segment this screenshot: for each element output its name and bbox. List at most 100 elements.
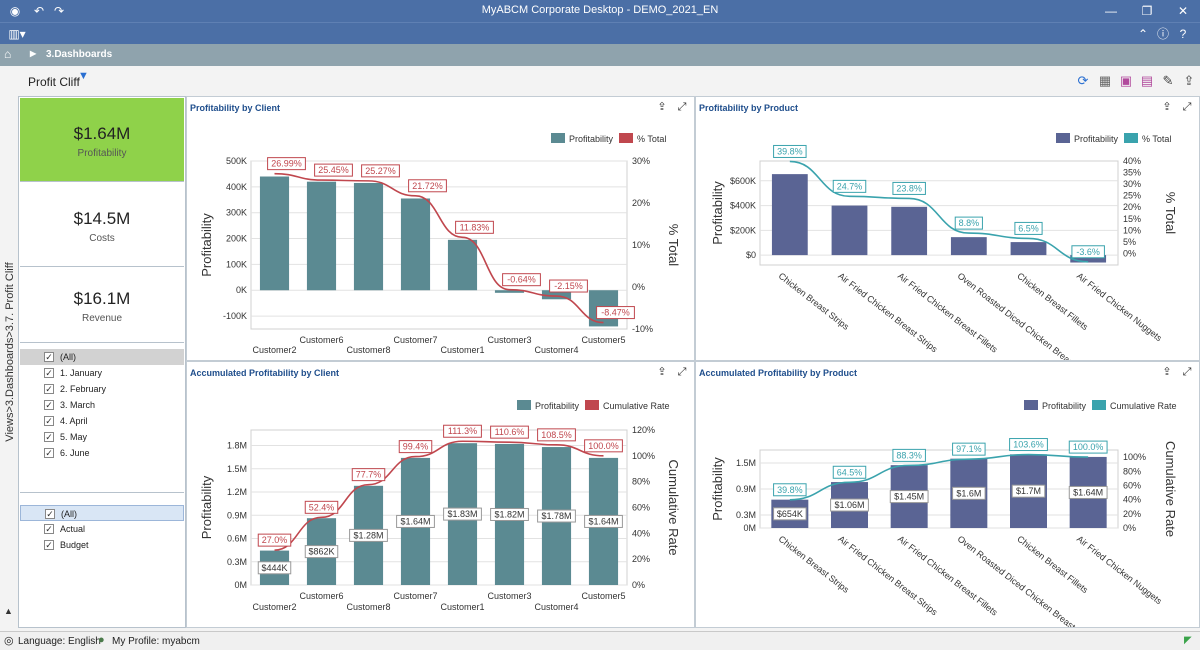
bar-data-label: $654K (777, 509, 803, 519)
minimize-icon[interactable]: — (1105, 4, 1117, 18)
line-label-box (832, 465, 867, 479)
line-data-label: 25.45% (318, 165, 349, 175)
export-icon[interactable]: ⇪ (1162, 366, 1172, 378)
bar-label-box (584, 514, 623, 528)
chart-panel-accum-client: Accumulated Profitability by Client ⇪ ⤢ … (186, 361, 695, 628)
undo-icon[interactable]: ↶ (33, 4, 45, 18)
expand-arrow-icon[interactable]: ▶ (30, 49, 37, 58)
home-icon[interactable]: ⌂ (4, 47, 12, 61)
y2-axis-title: Cumulative Rate (1163, 441, 1178, 537)
bar (950, 237, 987, 256)
bar-label-box (773, 507, 807, 521)
y-tick-label: 400K (226, 182, 247, 192)
language-label[interactable]: Language: English (18, 636, 101, 647)
y2-tick-label: 0% (632, 580, 645, 590)
y2-tick-label: 0% (1123, 248, 1136, 258)
y-tick-label: 0.3M (736, 510, 756, 520)
restore-icon[interactable]: ❐ (1141, 4, 1153, 18)
bar-data-label: $1.83M (447, 509, 477, 519)
filter-item[interactable]: ✓ 1. January (20, 365, 184, 381)
bar-label-box (830, 498, 869, 512)
y2-tick-label: 80% (1123, 466, 1141, 476)
bar-label-box (952, 486, 986, 500)
filter-item[interactable]: ✓ Budget (20, 537, 184, 553)
checkbox-icon[interactable]: ✓ (44, 432, 54, 442)
profile-label[interactable]: My Profile: myabcm (112, 636, 200, 647)
export-icon[interactable]: ⇪ (657, 101, 667, 113)
checkbox-icon[interactable]: ✓ (44, 448, 54, 458)
grid-icon[interactable]: ▦ (1098, 73, 1112, 88)
legend-entry: Profitability (569, 134, 614, 144)
line-label-box (1009, 438, 1048, 452)
bar-label-box (1068, 485, 1108, 499)
save-icon[interactable]: ▣ (1119, 73, 1133, 88)
collapse-ribbon-icon[interactable]: ⌃ (1137, 27, 1149, 41)
filter-item[interactable]: ✓ (All) (20, 349, 184, 365)
kpi-label: Costs (89, 233, 115, 244)
checkbox-icon[interactable]: ✓ (44, 524, 54, 534)
filter-item[interactable]: ✓ (All) (20, 505, 184, 521)
bar-data-label: $1.06M (834, 500, 864, 510)
y-tick-label: 0.3M (227, 557, 247, 567)
checkbox-icon[interactable]: ✓ (44, 416, 54, 426)
x-tick-label: Customer2 (252, 345, 296, 355)
export-icon[interactable]: ⇪ (1162, 101, 1172, 113)
x-tick-label: Customer7 (393, 335, 437, 345)
filter-item-label: Actual (60, 524, 86, 534)
filter-item[interactable]: ✓ 3. March (20, 397, 184, 413)
y2-tick-label: 35% (1123, 168, 1141, 178)
help-icon[interactable]: ? (1179, 27, 1187, 41)
redo-icon[interactable]: ↷ (53, 4, 65, 18)
x-tick-label: Oven Roasted Diced Chicken Breast (956, 534, 1078, 627)
line-label-box (502, 273, 541, 287)
maximize-icon[interactable]: ⤢ (1182, 101, 1192, 113)
checkbox-icon[interactable]: ✓ (44, 540, 54, 550)
kpi-revenue: $16.1M Revenue (20, 267, 184, 343)
filter-item[interactable]: ✓ Actual (20, 521, 184, 537)
ribbon-bar: ▥▾ ⌃ ⓘ ? (0, 22, 1200, 44)
x-tick-label: Customer5 (581, 335, 625, 345)
export-icon[interactable]: ⇪ (1183, 73, 1195, 88)
save-as-icon[interactable]: ▤ (1140, 73, 1154, 88)
collapse-triangle-icon[interactable]: ▲ (4, 606, 13, 616)
y-tick-label: $400K (730, 201, 756, 211)
bar-data-label: $1.45M (894, 492, 924, 502)
line-data-label: 88.3% (896, 450, 922, 460)
page-title: Profit Cliff (28, 75, 80, 89)
chart-panel-product: Profitability by Product ⇪ ⤢ Profitabili… (695, 96, 1200, 361)
filter-item[interactable]: ✓ 5. May (20, 429, 184, 445)
bar (306, 181, 337, 291)
filter-icon[interactable]: ▼ (78, 70, 89, 82)
close-icon[interactable]: ✕ (1177, 4, 1189, 18)
filter-item[interactable]: ✓ 4. April (20, 413, 184, 429)
checkbox-icon[interactable]: ✓ (45, 509, 55, 519)
info-icon[interactable]: ⓘ (1156, 27, 1169, 41)
layout-menu-icon[interactable]: ▥▾ (8, 27, 26, 41)
refresh-icon[interactable]: ⟳ (1077, 73, 1089, 88)
edit-icon[interactable]: ✎ (1162, 73, 1174, 88)
bar-data-label: $1.78M (541, 511, 571, 521)
export-icon[interactable]: ⇪ (657, 366, 667, 378)
legend-entry: Cumulative Rate (1110, 401, 1177, 411)
line-label-box (954, 216, 983, 230)
y2-tick-label: -10% (632, 324, 653, 334)
filter-item-label: 2. February (60, 384, 107, 394)
series-line (789, 453, 1089, 501)
checkbox-icon[interactable]: ✓ (44, 352, 54, 362)
legend-entry: Profitability (1074, 134, 1119, 144)
line-data-label: 11.83% (460, 222, 490, 232)
filter-item[interactable]: ✓ 6. June (20, 445, 184, 461)
checkbox-icon[interactable]: ✓ (44, 384, 54, 394)
views-side-tab[interactable]: Views>3.Dashboards>3.7. Profit Cliff ▲ (0, 96, 18, 628)
filter-item[interactable]: ✓ 2. February (20, 381, 184, 397)
breadcrumb-label[interactable]: 3.Dashboards (46, 49, 113, 60)
maximize-icon[interactable]: ⤢ (677, 101, 687, 113)
chart-title: Profitability by Product (699, 103, 799, 113)
maximize-icon[interactable]: ⤢ (1182, 366, 1192, 378)
maximize-icon[interactable]: ⤢ (677, 366, 687, 378)
y2-tick-label: 20% (632, 554, 650, 564)
bar-label-box (889, 490, 929, 504)
bar (353, 182, 384, 291)
checkbox-icon[interactable]: ✓ (44, 368, 54, 378)
checkbox-icon[interactable]: ✓ (44, 400, 54, 410)
